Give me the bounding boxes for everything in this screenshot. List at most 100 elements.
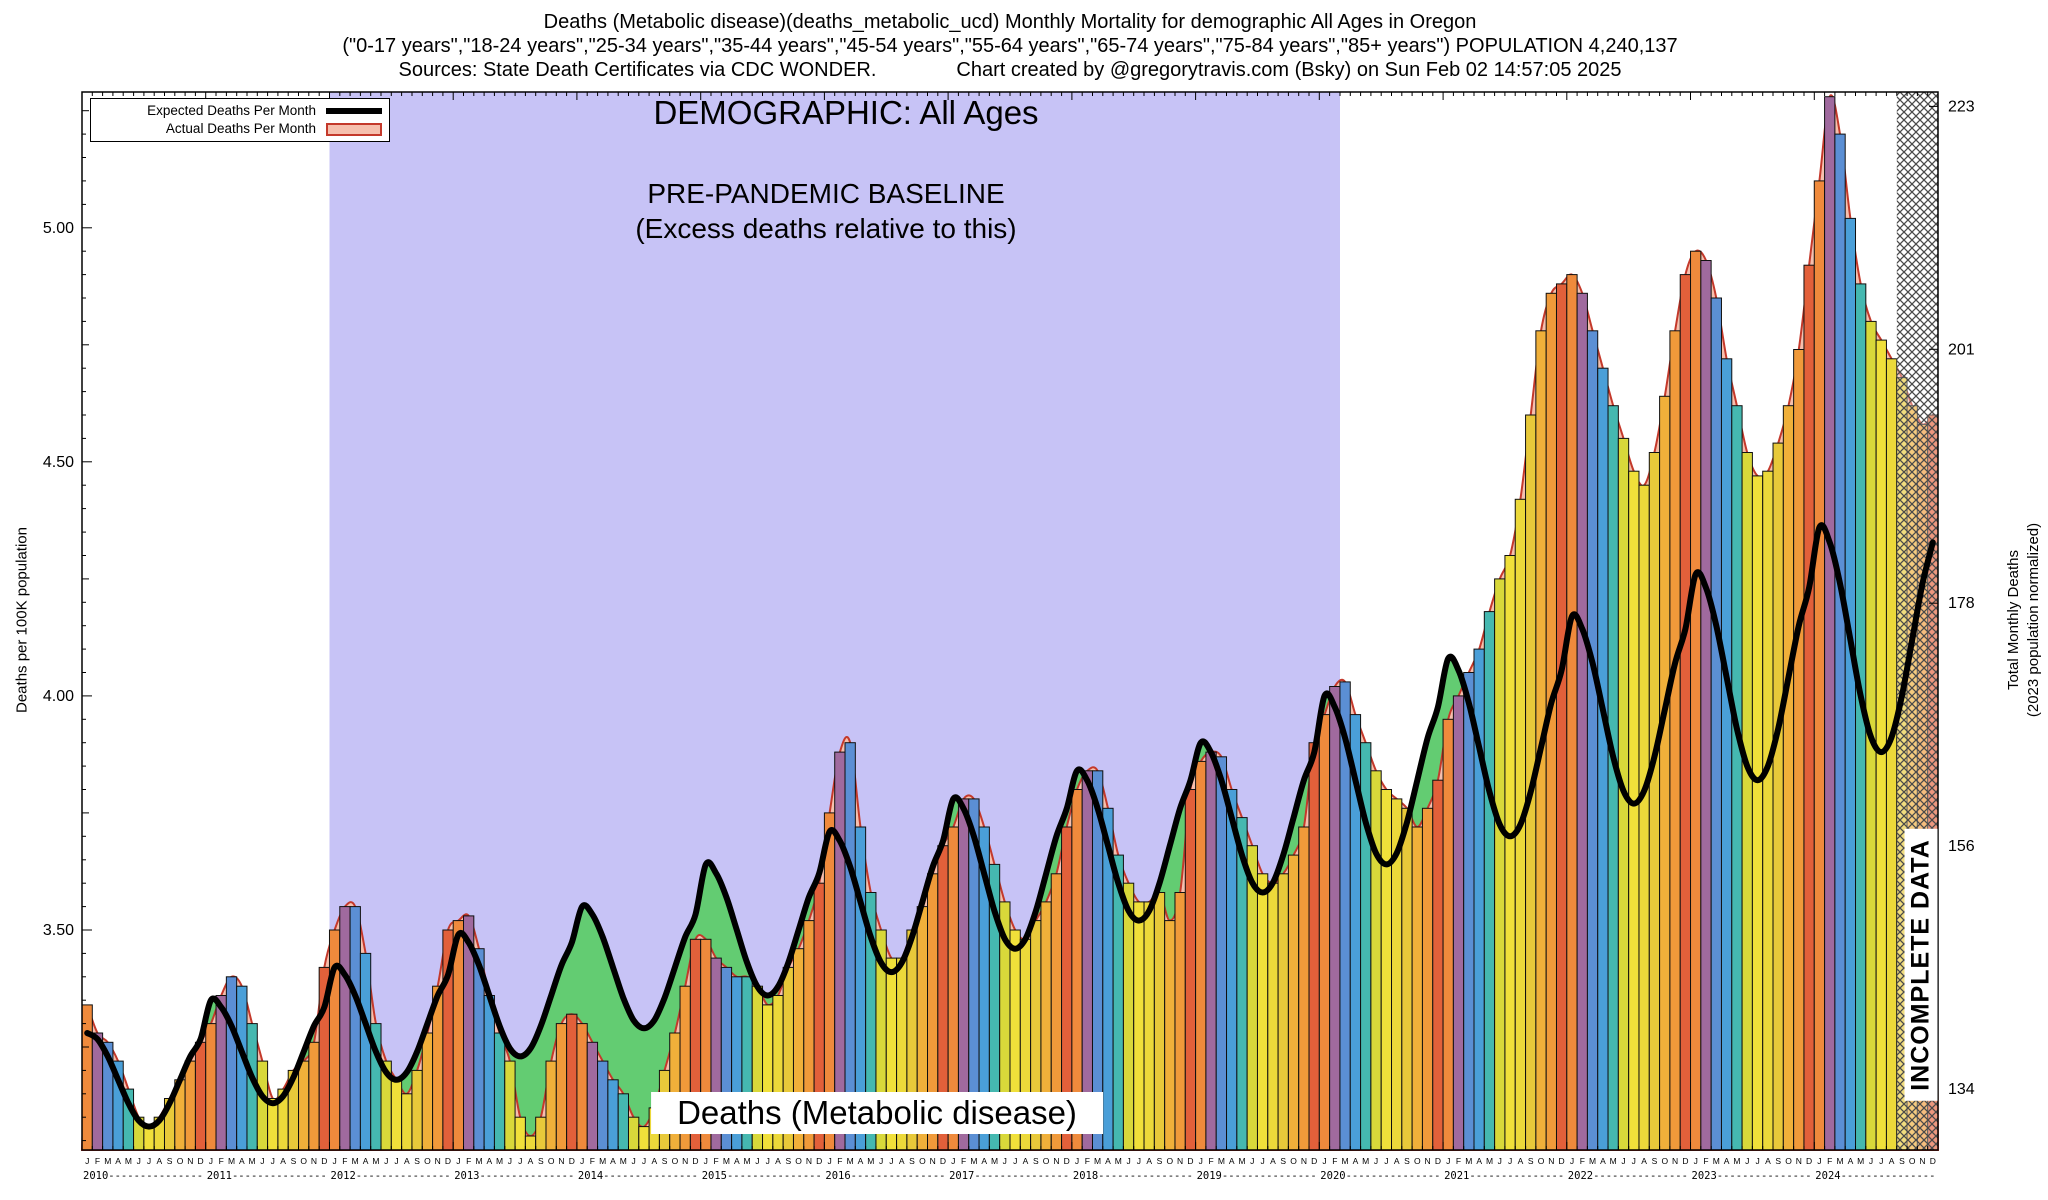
svg-text:2019---------------: 2019--------------- bbox=[1197, 1170, 1317, 1182]
svg-text:A: A bbox=[1353, 1156, 1359, 1166]
svg-text:N: N bbox=[1301, 1156, 1307, 1166]
svg-text:N: N bbox=[1177, 1156, 1183, 1166]
svg-text:S: S bbox=[414, 1156, 420, 1166]
svg-text:A: A bbox=[1476, 1156, 1482, 1166]
svg-text:2020---------------: 2020--------------- bbox=[1320, 1170, 1440, 1182]
sources-text: Sources: State Death Certificates via CD… bbox=[398, 59, 877, 81]
svg-text:F: F bbox=[1703, 1156, 1708, 1166]
svg-text:4.00: 4.00 bbox=[43, 688, 74, 705]
svg-text:J: J bbox=[827, 1156, 831, 1166]
svg-text:S: S bbox=[291, 1156, 297, 1166]
svg-text:N: N bbox=[1425, 1156, 1431, 1166]
svg-text:M: M bbox=[104, 1156, 111, 1166]
svg-text:J: J bbox=[1621, 1156, 1625, 1166]
svg-text:O: O bbox=[548, 1156, 555, 1166]
svg-text:2013---------------: 2013--------------- bbox=[454, 1170, 574, 1182]
svg-text:F: F bbox=[1208, 1156, 1213, 1166]
svg-text:J: J bbox=[1755, 1156, 1759, 1166]
svg-text:F: F bbox=[961, 1156, 966, 1166]
svg-text:S: S bbox=[538, 1156, 544, 1166]
svg-text:A: A bbox=[1146, 1156, 1152, 1166]
svg-text:M: M bbox=[744, 1156, 751, 1166]
svg-text:A: A bbox=[775, 1156, 781, 1166]
svg-text:J: J bbox=[271, 1156, 275, 1166]
svg-text:D: D bbox=[692, 1156, 698, 1166]
svg-text:A: A bbox=[1518, 1156, 1524, 1166]
svg-text:J: J bbox=[394, 1156, 398, 1166]
svg-text:J: J bbox=[631, 1156, 635, 1166]
svg-text:J: J bbox=[332, 1156, 336, 1166]
svg-text:M: M bbox=[1115, 1156, 1122, 1166]
credit-text: Chart created by @gregorytravis.com (Bsk… bbox=[956, 59, 1622, 81]
right-axis-title: Total Monthly Deaths (2023 population no… bbox=[2004, 523, 2045, 717]
svg-text:A: A bbox=[528, 1156, 534, 1166]
svg-text:J: J bbox=[1570, 1156, 1574, 1166]
svg-text:M: M bbox=[125, 1156, 132, 1166]
svg-text:S: S bbox=[909, 1156, 915, 1166]
legend-actual-row: Actual Deaths Per Month bbox=[98, 120, 382, 138]
year-labels: 2010--------------- 2011--------------- 20… bbox=[83, 1170, 1935, 1182]
svg-text:D: D bbox=[1064, 1156, 1070, 1166]
svg-text:A: A bbox=[1848, 1156, 1854, 1166]
svg-text:J: J bbox=[147, 1156, 151, 1166]
svg-text:A: A bbox=[1394, 1156, 1400, 1166]
svg-text:A: A bbox=[981, 1156, 987, 1166]
chart-title-line1: Deaths (Metabolic disease)(deaths_metabo… bbox=[543, 11, 1477, 33]
pre-pandemic-baseline-label: PRE-PANDEMIC BASELINE (Excess deaths rel… bbox=[635, 176, 1016, 246]
svg-text:J: J bbox=[85, 1156, 89, 1166]
svg-text:J: J bbox=[1075, 1156, 1079, 1166]
svg-text:F: F bbox=[342, 1156, 347, 1166]
svg-text:A: A bbox=[1641, 1156, 1647, 1166]
svg-text:J: J bbox=[508, 1156, 512, 1166]
chart-subject-label: Deaths (Metabolic disease) bbox=[651, 1092, 1103, 1134]
svg-text:A: A bbox=[404, 1156, 410, 1166]
svg-text:J: J bbox=[1137, 1156, 1141, 1166]
svg-text:A: A bbox=[651, 1156, 657, 1166]
svg-text:A: A bbox=[486, 1156, 492, 1166]
svg-text:D: D bbox=[321, 1156, 327, 1166]
baseline-label-line2: (Excess deaths relative to this) bbox=[635, 213, 1017, 244]
svg-text:M: M bbox=[1218, 1156, 1225, 1166]
svg-text:D: D bbox=[1187, 1156, 1193, 1166]
svg-text:D: D bbox=[1930, 1156, 1936, 1166]
svg-text:O: O bbox=[424, 1156, 431, 1166]
svg-text:A: A bbox=[734, 1156, 740, 1166]
svg-text:A: A bbox=[858, 1156, 864, 1166]
svg-text:F: F bbox=[466, 1156, 471, 1166]
svg-text:M: M bbox=[1589, 1156, 1596, 1166]
svg-text:2022---------------: 2022--------------- bbox=[1568, 1170, 1688, 1182]
svg-text:J: J bbox=[1632, 1156, 1636, 1166]
svg-text:M: M bbox=[1610, 1156, 1617, 1166]
svg-text:J: J bbox=[1260, 1156, 1264, 1166]
svg-text:F: F bbox=[219, 1156, 224, 1166]
svg-text:A: A bbox=[610, 1156, 616, 1166]
legend-actual-label: Actual Deaths Per Month bbox=[165, 121, 316, 136]
svg-text:O: O bbox=[1043, 1156, 1050, 1166]
svg-text:2017---------------: 2017--------------- bbox=[949, 1170, 1069, 1182]
svg-text:N: N bbox=[435, 1156, 441, 1166]
svg-text:F: F bbox=[95, 1156, 100, 1166]
svg-text:2016---------------: 2016--------------- bbox=[825, 1170, 945, 1182]
left-axis-tick-labels: 3.50 4.00 4.50 5.00 bbox=[43, 220, 74, 939]
svg-text:156: 156 bbox=[1948, 838, 1975, 855]
svg-text:2012---------------: 2012--------------- bbox=[331, 1170, 451, 1182]
svg-text:J: J bbox=[260, 1156, 264, 1166]
svg-text:J: J bbox=[755, 1156, 759, 1166]
svg-text:2024---------------: 2024--------------- bbox=[1815, 1170, 1935, 1182]
svg-text:J: J bbox=[137, 1156, 141, 1166]
svg-text:M: M bbox=[228, 1156, 235, 1166]
svg-text:F: F bbox=[1085, 1156, 1090, 1166]
svg-text:M: M bbox=[1094, 1156, 1101, 1166]
svg-text:2018---------------: 2018--------------- bbox=[1073, 1170, 1193, 1182]
chart-header: Deaths (Metabolic disease)(deaths_metabo… bbox=[0, 10, 2020, 82]
svg-text:2014---------------: 2014--------------- bbox=[578, 1170, 698, 1182]
svg-text:N: N bbox=[806, 1156, 812, 1166]
svg-text:J: J bbox=[1879, 1156, 1883, 1166]
svg-text:S: S bbox=[167, 1156, 173, 1166]
svg-text:F: F bbox=[1827, 1156, 1832, 1166]
svg-text:M: M bbox=[352, 1156, 359, 1166]
svg-text:M: M bbox=[847, 1156, 854, 1166]
svg-text:J: J bbox=[1013, 1156, 1017, 1166]
